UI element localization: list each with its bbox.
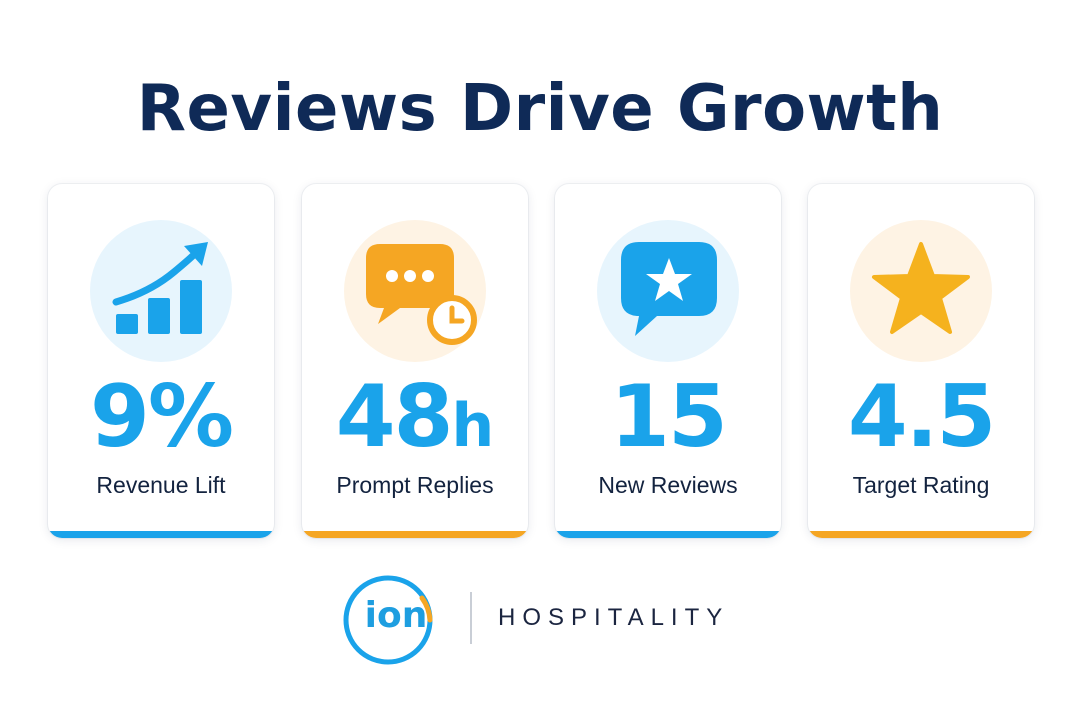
rising-bar-chart-icon (112, 242, 208, 334)
icon-circle (90, 220, 232, 362)
stat-value: 9% (89, 367, 234, 467)
chat-bubble-clock-icon (366, 244, 477, 345)
page-title: Reviews Drive Growth (136, 72, 944, 146)
stat-value: 4.5 (847, 367, 996, 467)
stat-card-target-rating: 4.5 Target Rating (808, 184, 1034, 538)
ion-logo-ring (343, 575, 433, 665)
accent-bar (302, 531, 528, 538)
icon-circle (850, 220, 992, 362)
stat-label: Target Rating (852, 472, 990, 498)
stat-label: New Reviews (598, 472, 738, 498)
stat-label: Revenue Lift (96, 472, 226, 498)
icon-circle (597, 220, 739, 362)
stat-card-revenue-lift: 9% Revenue Lift (48, 184, 274, 538)
star-icon (872, 242, 970, 334)
divider (470, 592, 472, 644)
star-message-icon (621, 242, 717, 336)
accent-bar (555, 531, 781, 538)
stat-value: 15 (610, 367, 728, 467)
brand-name: HOSPITALITY (498, 604, 730, 631)
icon-circle (344, 220, 486, 362)
accent-bar (48, 531, 274, 538)
logo-text: ion (364, 595, 428, 636)
accent-bar (808, 531, 1034, 538)
stat-card-new-reviews: 15 New Reviews (555, 184, 781, 538)
stat-value: 48h (335, 367, 495, 467)
stat-label: Prompt Replies (336, 472, 494, 498)
stat-card-prompt-replies: 48h Prompt Replies (302, 184, 528, 538)
